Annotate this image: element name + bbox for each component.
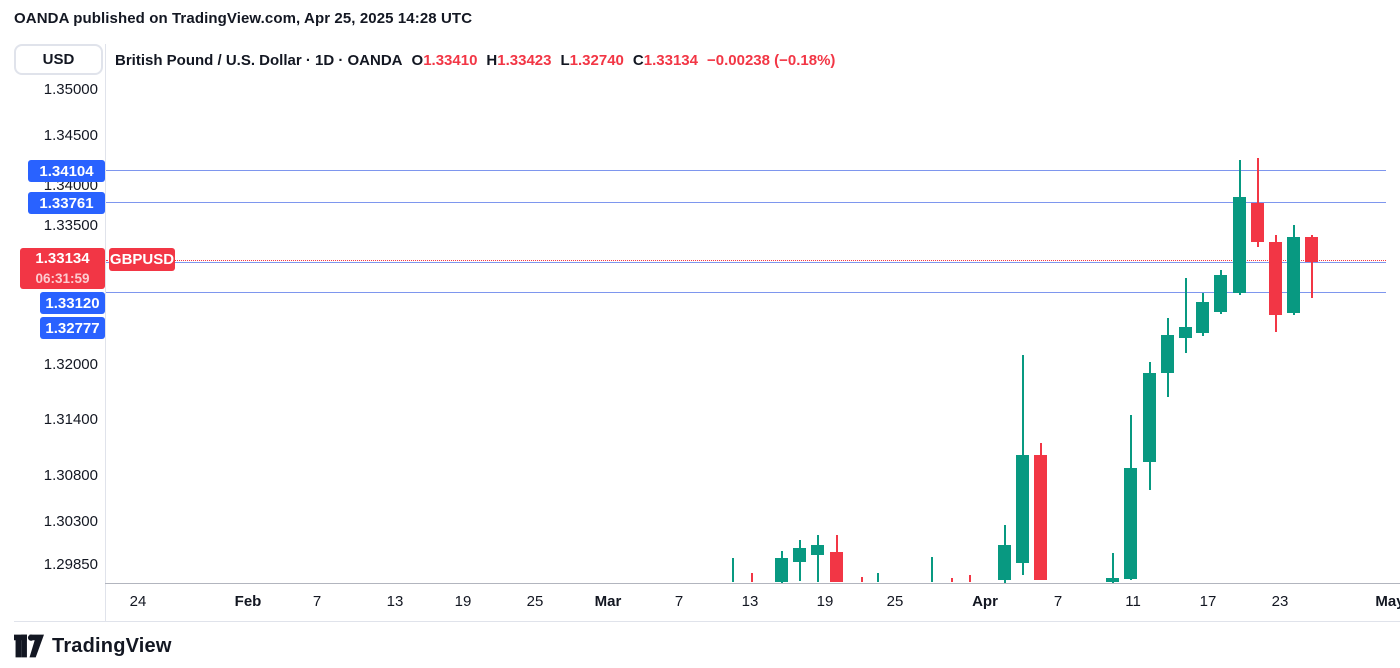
time-axis-label: 13 (386, 593, 404, 610)
close-value: 1.33134 (643, 51, 698, 69)
candle-body (998, 544, 1011, 580)
time-axis-label: 17 (1199, 593, 1217, 610)
candle-body (1179, 327, 1192, 339)
price-line-badge[interactable]: 1.33761 (28, 192, 105, 214)
time-axis-label: May (1375, 593, 1400, 610)
candle-body (830, 552, 843, 582)
time-axis-label: 19 (454, 593, 472, 610)
candle-body (793, 548, 806, 563)
symbol-title-row: British Pound / U.S. Dollar · 1D · OANDA… (115, 44, 835, 76)
candle-body (1251, 202, 1264, 243)
open-label: O1.33410 (411, 51, 478, 69)
tradingview-logo-icon (14, 634, 44, 658)
current-price-badge: 1.33134 06:31:59 (20, 248, 105, 289)
symbol-title: British Pound / U.S. Dollar · 1D · OANDA (115, 51, 403, 69)
tradingview-logo[interactable]: TradingView (14, 632, 172, 660)
candle-body (1214, 275, 1227, 313)
tradingview-logo-text: TradingView (52, 634, 172, 657)
price-axis-label: 1.30300 (43, 513, 98, 530)
candle-wick (1311, 235, 1313, 299)
candle-body (1305, 236, 1318, 263)
time-axis-label: 11 (1125, 593, 1141, 610)
current-price-line (106, 259, 1386, 261)
candle-body (1016, 455, 1029, 564)
current-price-value: 1.33134 (35, 250, 90, 267)
change-value: −0.00238 (−0.18%) (706, 51, 836, 69)
candle-wick (1112, 553, 1114, 583)
current-price-symbol-label: GBPUSD (109, 248, 175, 271)
price-axis-label: 1.33500 (43, 217, 98, 234)
high-value: 1.33423 (497, 51, 552, 69)
time-axis-label: 25 (526, 593, 544, 610)
candle-wick (751, 573, 753, 582)
plot-bottom-border (105, 583, 1400, 584)
time-axis-label: Feb (234, 593, 262, 610)
price-line-badge[interactable]: 1.32777 (40, 317, 105, 339)
candle-body (1034, 455, 1047, 580)
time-axis-label: 25 (886, 593, 904, 610)
candle-body (1269, 242, 1282, 316)
currency-button-label: USD (42, 51, 75, 68)
candle-wick (877, 573, 879, 582)
close-label: C1.33134 (632, 51, 698, 69)
time-axis-label: 7 (1053, 593, 1063, 610)
axis-separator-line (105, 44, 106, 621)
candle-body (1196, 302, 1209, 333)
price-axis-label: 1.34500 (43, 127, 98, 144)
high-label: H1.33423 (486, 51, 552, 69)
candle-body (1161, 335, 1174, 374)
time-axis-label: 23 (1271, 593, 1289, 610)
time-axis[interactable]: 24 Feb 7 13 19 25 Mar 7 13 19 25 Apr 7 11 17 23 May (105, 583, 1400, 621)
open-value: 1.33410 (423, 51, 478, 69)
time-axis-label: 7 (312, 593, 322, 610)
time-axis-label: 13 (741, 593, 759, 610)
price-axis-label: 1.30800 (43, 467, 98, 484)
horizontal-price-line[interactable] (106, 262, 1386, 263)
time-axis-label: 24 (129, 593, 147, 610)
candle-wick (1185, 278, 1187, 353)
price-line-badge[interactable]: 1.33120 (40, 292, 105, 314)
candle-body (775, 557, 788, 582)
candle-body (1233, 196, 1246, 293)
time-axis-label: Apr (972, 593, 998, 610)
horizontal-price-line[interactable] (106, 170, 1386, 171)
candle-wick (861, 576, 863, 582)
widget-bottom-border (14, 621, 1400, 622)
candle-body (1143, 373, 1156, 462)
candle-wick (931, 556, 933, 582)
attribution-text: OANDA published on TradingView.com, Apr … (14, 10, 473, 27)
low-label: L1.32740 (560, 51, 624, 69)
candle-body (1106, 577, 1119, 582)
candle-body (1287, 236, 1300, 314)
candle-body (811, 544, 824, 555)
price-axis-label: 1.31400 (43, 411, 98, 428)
candle-wick (732, 557, 734, 582)
time-axis-label: Mar (594, 593, 622, 610)
candle-body (1124, 468, 1137, 579)
candle-wick (817, 535, 819, 582)
candle-wick (969, 575, 971, 582)
candle-wick (951, 577, 953, 582)
low-value: 1.32740 (569, 51, 624, 69)
price-axis-label: 1.32000 (43, 356, 98, 373)
time-axis-label: 19 (816, 593, 834, 610)
horizontal-price-line[interactable] (106, 202, 1386, 203)
currency-button[interactable]: USD (14, 44, 103, 75)
price-axis-label: 1.35000 (43, 81, 98, 98)
bar-countdown: 06:31:59 (35, 271, 90, 286)
price-line-badge[interactable]: 1.34104 (28, 160, 105, 182)
time-axis-label: 7 (674, 593, 684, 610)
price-axis-label: 1.29850 (43, 556, 98, 573)
horizontal-price-line[interactable] (106, 292, 1386, 293)
